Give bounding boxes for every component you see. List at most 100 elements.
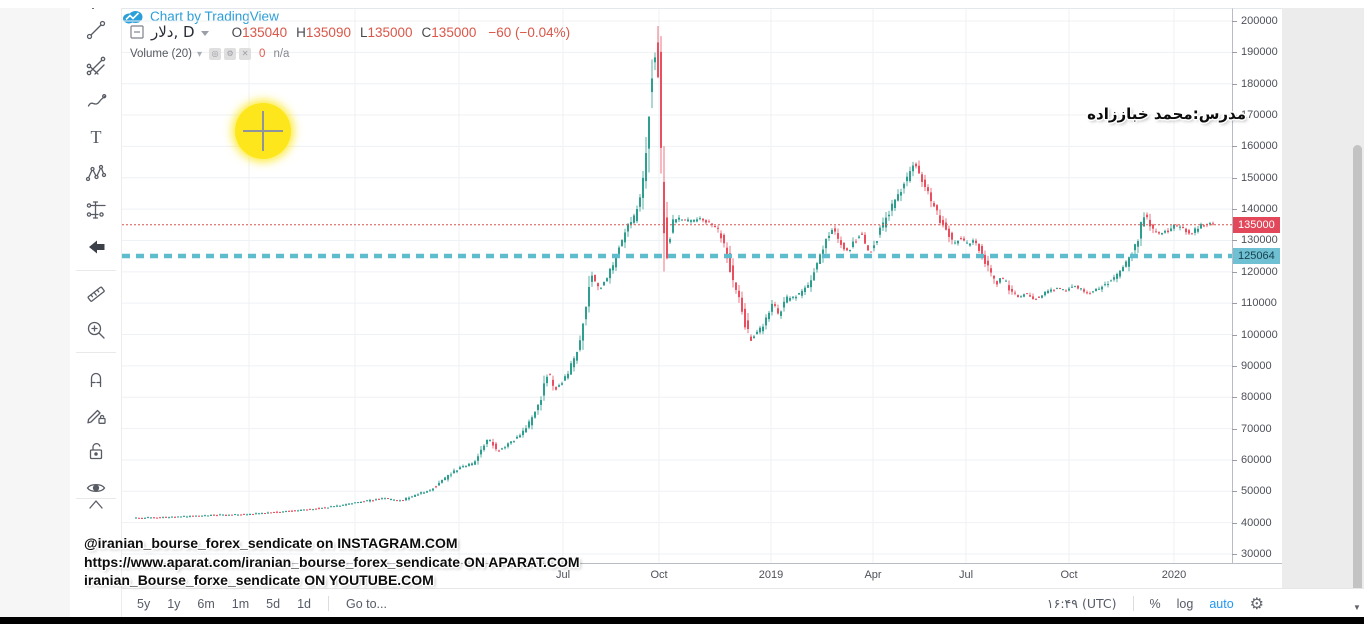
price-tick xyxy=(1232,334,1237,336)
log-scale-button[interactable]: log xyxy=(1176,596,1194,611)
tradingview-attribution[interactable]: Chart by TradingView xyxy=(122,9,1232,24)
collapse-legend-icon[interactable] xyxy=(130,25,144,39)
text-icon[interactable]: T xyxy=(85,126,107,148)
price-axis[interactable]: 135000 125064 200000 190000 180000 170000 16… xyxy=(1232,8,1282,563)
xabcd-pattern-icon[interactable] xyxy=(85,162,107,184)
price-tick-label: 160000 xyxy=(1241,140,1278,153)
price-tick xyxy=(1232,428,1237,430)
brush-icon[interactable] xyxy=(85,91,107,113)
close-icon[interactable]: ✕ xyxy=(239,48,252,60)
bottom-right-controls: ۱۶:۴۹ (UTC) % log auto ⚙ xyxy=(1047,589,1264,618)
price-tick-label: 130000 xyxy=(1241,234,1278,247)
symbol-dropdown-caret[interactable] xyxy=(200,31,209,36)
time-axis[interactable]: Jul Oct 2019 Apr Jul Oct 2020 xyxy=(122,563,1282,588)
price-tick-label: 150000 xyxy=(1241,171,1278,184)
ohlc-pair: H135090 xyxy=(296,24,351,40)
price-tick xyxy=(1232,177,1237,179)
price-tick xyxy=(1232,240,1237,242)
lock-open-icon[interactable] xyxy=(85,440,107,462)
price-tick xyxy=(1232,52,1237,54)
volume-buttons: ◎ ⚙ ✕ xyxy=(206,48,252,60)
prediction-icon[interactable] xyxy=(85,199,107,221)
range-button-1d[interactable]: 1d xyxy=(297,596,311,611)
ohlc-pair: O135040 xyxy=(231,24,288,40)
clock-utc[interactable]: ۱۶:۴۹ (UTC) xyxy=(1046,596,1117,611)
settings-icon[interactable]: ⚙ xyxy=(224,48,237,60)
scrollbar-thumb[interactable] xyxy=(1353,145,1362,598)
price-tick-label: 30000 xyxy=(1241,548,1272,560)
price-tick-label: 100000 xyxy=(1241,328,1278,341)
current-price-badge: 135000 xyxy=(1233,216,1280,233)
change-value: −60 (−0.04%) xyxy=(488,24,571,40)
price-tick xyxy=(1232,554,1237,555)
time-tick-label: Oct xyxy=(650,569,668,581)
crosshair-vertical xyxy=(262,111,264,151)
volume-label[interactable]: Volume (20) xyxy=(130,48,193,60)
price-tick-label: 50000 xyxy=(1241,485,1272,498)
time-tick-label: Jul xyxy=(555,569,571,581)
eye-icon[interactable]: ◎ xyxy=(209,48,222,60)
ohlc-values: O135040 H135090 L135000 C135000 xyxy=(223,25,477,40)
watermark-line: https://www.aparat.com/iranian_bourse_fo… xyxy=(84,553,580,570)
range-button-5d[interactable]: 5d xyxy=(266,596,281,611)
magnet-icon[interactable] xyxy=(85,368,107,390)
volume-indicator-row: Volume (20) ▾ ◎ ⚙ ✕ 0 n/a xyxy=(130,46,570,62)
chart-legend: دلار, D O135040 H135090 L135000 C135000 −60… xyxy=(130,21,570,62)
price-tick xyxy=(1232,146,1237,148)
date-range-buttons: 5y 1y 6m 1m 5d 1d Go to... xyxy=(137,589,387,618)
price-tick xyxy=(1232,365,1237,367)
trend-line-icon[interactable] xyxy=(85,19,107,41)
watermark-line: iranian_Bourse_forxe_sendicate ON YOUTUB… xyxy=(84,572,434,588)
eye-icon[interactable] xyxy=(85,477,107,499)
price-tick-label: 70000 xyxy=(1241,422,1272,435)
price-tick-label: 90000 xyxy=(1241,359,1272,372)
price-tick-label: 110000 xyxy=(1241,297,1277,310)
volume-value: 0 xyxy=(259,48,266,60)
time-tick-label: Oct xyxy=(1060,569,1078,581)
page-margin xyxy=(1282,8,1364,617)
symbol-title[interactable]: دلار, D xyxy=(151,23,195,41)
cursor-highlight xyxy=(235,103,291,159)
percent-scale-button[interactable]: % xyxy=(1149,596,1161,611)
toolbar-separator xyxy=(76,270,116,271)
toolbar-separator xyxy=(76,498,116,499)
instructor-watermark: مدرس:محمد خباززاده xyxy=(1087,105,1246,123)
goto-button[interactable]: Go to... xyxy=(345,596,387,611)
price-tick xyxy=(1232,209,1237,211)
gann-fan-icon[interactable] xyxy=(85,55,107,77)
zoom-in-icon[interactable] xyxy=(85,319,107,341)
scrollbar-down-arrow[interactable]: ▼ xyxy=(1353,603,1361,612)
bottom-black-bar xyxy=(0,617,1364,624)
volume-dropdown-caret[interactable]: ▾ xyxy=(197,48,203,60)
tradingview-attribution-label[interactable]: Chart by TradingView xyxy=(150,9,279,24)
range-button-6m[interactable]: 6m xyxy=(197,596,215,611)
price-tick-label: 60000 xyxy=(1241,453,1272,466)
watermark-line: @iranian_bourse_forex_sendicate on INSTA… xyxy=(84,535,458,551)
price-tick-label: 40000 xyxy=(1241,516,1272,529)
price-tick-label: 190000 xyxy=(1241,46,1278,59)
gear-icon[interactable]: ⚙ xyxy=(1249,595,1264,613)
price-tick xyxy=(1232,21,1237,22)
measure-icon[interactable] xyxy=(85,283,107,305)
ohlc-pair: C135000 xyxy=(421,24,477,40)
time-tick-label: 2019 xyxy=(758,569,784,581)
ohlc-pair: L135000 xyxy=(359,24,413,40)
arrow-left-icon[interactable] xyxy=(85,236,107,258)
drawing-toolbar: T xyxy=(70,0,122,617)
range-button-1m[interactable]: 1m xyxy=(231,596,250,611)
candlestick-chart[interactable] xyxy=(122,9,1232,564)
chart-pane[interactable]: دلار, D O135040 H135090 L135000 C135000 −60… xyxy=(122,8,1232,564)
separator xyxy=(1132,596,1134,611)
draw-lock-icon[interactable] xyxy=(85,404,107,426)
price-tick xyxy=(1232,397,1237,399)
price-tick-label: 140000 xyxy=(1241,203,1278,216)
chevron-partial-icon[interactable] xyxy=(85,495,107,517)
bottom-toolbar: 5y 1y 6m 1m 5d 1d Go to... ۱۶:۴۹ (UTC) % log a… xyxy=(122,588,1364,617)
price-tick xyxy=(1232,83,1237,85)
auto-scale-button[interactable]: auto xyxy=(1209,596,1234,611)
top-strip xyxy=(0,0,1364,8)
range-button-1y[interactable]: 1y xyxy=(167,596,181,611)
separator xyxy=(327,596,329,611)
range-button-5y[interactable]: 5y xyxy=(137,596,151,611)
left-gutter xyxy=(0,0,70,617)
